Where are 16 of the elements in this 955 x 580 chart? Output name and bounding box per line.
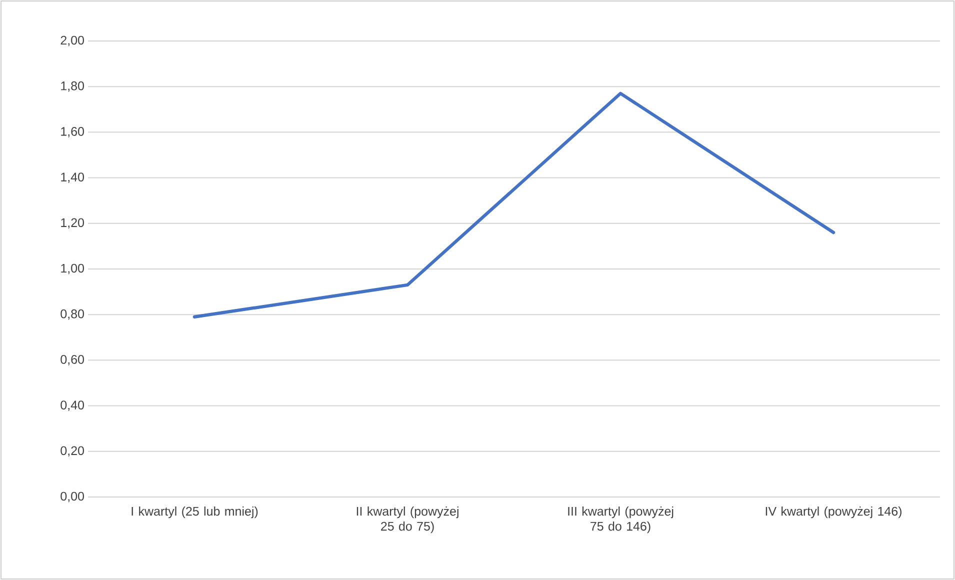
y-tick-label: 1,40 (61, 172, 84, 183)
y-tick-label: 1,00 (61, 264, 84, 274)
x-tick-label: I kwartyl (25 lub mniej) (132, 506, 258, 518)
y-tick-label: 0,40 (60, 400, 84, 411)
x-tick-label: III kwartyl (powyżej 75 do 146) (568, 506, 674, 534)
line-series (192, 92, 836, 318)
y-tick-label: 0,60 (60, 355, 84, 366)
y-tick-label: 0,80 (60, 309, 84, 320)
y-tick-label: 0,00 (60, 492, 84, 502)
y-tick-label: 1,60 (61, 127, 84, 138)
y-tick-label: 1,80 (61, 81, 84, 92)
y-tick-label: 1,20 (61, 218, 84, 229)
x-tick-label: II kwartyl (powyżej 25 do 75) (356, 506, 458, 534)
y-tick-label: 2,00 (60, 36, 84, 46)
y-tick-label: 0,20 (60, 446, 84, 457)
x-tick-label: IV kwartyl (powyżej 146) (766, 506, 902, 518)
